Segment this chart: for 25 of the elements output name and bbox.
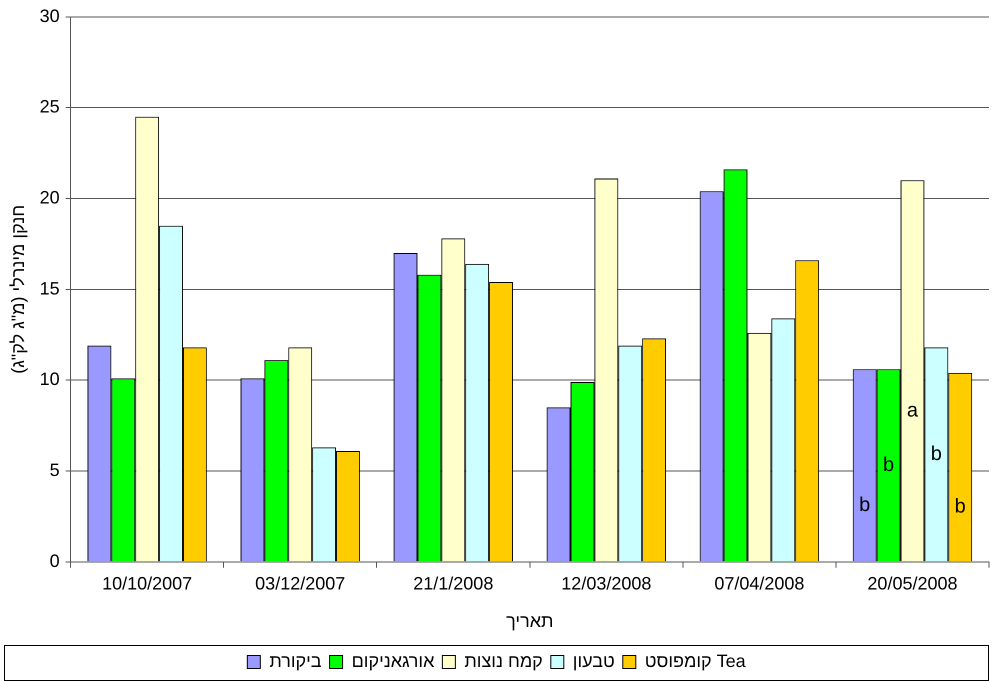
annotation: a: [906, 399, 919, 422]
y-tick-label: 20: [40, 187, 60, 208]
x-tick-label: 21/1/2008: [413, 574, 494, 594]
annotation: b: [954, 496, 966, 518]
y-tick-label: 30: [40, 6, 60, 26]
y-tick-label: 5: [50, 460, 60, 480]
y-tick-label: 15: [40, 278, 60, 298]
x-tick-label: 03/12/2007: [255, 574, 346, 594]
legend-label: ביקורת: [269, 650, 322, 671]
legend-label: קומפוסט Tea: [644, 650, 747, 671]
y-tick-label: 25: [40, 96, 60, 117]
y-axis-title: חנקן מינרלי (מ"ג לק"ג): [8, 204, 28, 374]
x-tick-label: 07/04/2008: [714, 574, 804, 594]
annotation: b: [930, 442, 942, 465]
x-tick-label: 10/10/2007: [102, 574, 192, 594]
legend-label: קמח נוצות: [464, 650, 543, 671]
x-tick-label: 12/03/2008: [561, 574, 652, 594]
y-tick-label: 10: [40, 369, 60, 390]
x-tick-label: 20/05/2008: [867, 574, 958, 594]
legend-label: טבעון: [572, 650, 615, 671]
annotation: b: [859, 494, 870, 516]
annotation: b: [883, 454, 894, 476]
legend-label: אורגאניקום: [352, 650, 436, 671]
x-axis-title: תאריך: [506, 611, 554, 632]
y-tick-label: 0: [50, 550, 60, 571]
